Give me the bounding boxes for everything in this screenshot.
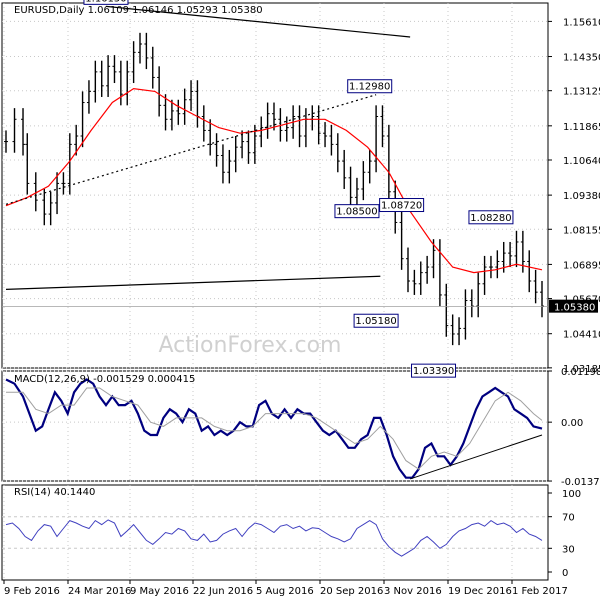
current-price-label: 1.05380 [554, 303, 595, 314]
macd-y-tick-label: 0.011982 [561, 367, 600, 378]
macd-y-tick-label: 0.00 [561, 418, 583, 429]
price-annotation-label: 1.08500 [336, 207, 377, 218]
macd-trend-line [409, 434, 543, 480]
price-annotation-box [411, 363, 457, 378]
price-y-tick-label: 1.10640 [563, 156, 600, 167]
price-y-tick-label: 1.06895 [563, 260, 600, 271]
price-annotation-label: 1.08280 [470, 213, 511, 224]
x-tick-label: 5 Aug 2016 [256, 586, 314, 597]
macd-panel-frame [1, 370, 549, 482]
macd-line [5, 378, 543, 479]
rsi-y-tick-label: 30 [562, 544, 575, 555]
price-y-tick-label: 1.05670 [563, 295, 600, 306]
price-y-tick-label: 1.04410 [563, 330, 600, 341]
x-tick-label: 3 Nov 2016 [384, 586, 442, 597]
price-y-tick-label: 1.11865 [563, 122, 600, 133]
rsi-y-tick-label: 100 [562, 489, 581, 500]
x-tick-label: 1 Feb 2017 [512, 586, 568, 597]
price-y-tick-label: 1.13125 [563, 87, 600, 98]
price-annotation-label: 1.08720 [381, 201, 422, 212]
trend-line [5, 94, 377, 205]
price-y-tick-label: 1.14350 [563, 53, 600, 64]
price-y-tick-label: 1.09380 [563, 191, 600, 202]
x-tick-label: 24 Mar 2016 [68, 586, 131, 597]
price-annotation-label: 1.05180 [355, 316, 396, 327]
trend-line [5, 275, 381, 290]
watermark: ActionForex.com [159, 333, 342, 358]
trend-line [105, 5, 411, 38]
x-tick-label: 19 Dec 2016 [448, 586, 512, 597]
x-tick-label: 22 Jun 2016 [193, 586, 253, 597]
macd-title: MACD(12,26,9) -0.001529 0.000415 [14, 374, 195, 385]
price-annotation-box [83, 0, 129, 5]
x-tick-label: 9 Feb 2016 [4, 586, 60, 597]
current-price-tag [549, 299, 598, 313]
price-annotation-label: 1.12980 [349, 82, 390, 93]
rsi-y-tick-label: 0 [562, 568, 568, 579]
price-annotation-box [347, 79, 393, 94]
x-tick-label: 20 Sep 2016 [320, 586, 383, 597]
price-annotation-label: 1.16150 [85, 0, 126, 4]
macd-y-tick-label: -0.013788 [561, 477, 600, 488]
rsi-title: RSI(14) 40.1440 [14, 487, 95, 498]
price-y-tick-label: 1.08155 [563, 225, 600, 236]
rsi-y-tick-label: 70 [562, 513, 575, 524]
price-annotation-label: 1.03390 [413, 366, 454, 377]
price-annotation-box [334, 204, 380, 219]
price-annotation-box [353, 313, 399, 328]
rsi-line [5, 519, 543, 557]
price-y-tick-label: 1.03185 [563, 364, 600, 375]
price-annotation-box [468, 210, 514, 225]
price-y-tick-label: 1.15610 [563, 17, 600, 28]
moving-average-line [5, 87, 543, 274]
x-tick-label: 9 May 2016 [130, 586, 189, 597]
price-annotation-box [379, 198, 425, 213]
macd-signal-line [6, 387, 543, 470]
price-chart-title: EURUSD,Daily 1.06109 1.06146 1.05293 1.0… [14, 5, 263, 16]
rsi-panel-frame [1, 484, 549, 581]
